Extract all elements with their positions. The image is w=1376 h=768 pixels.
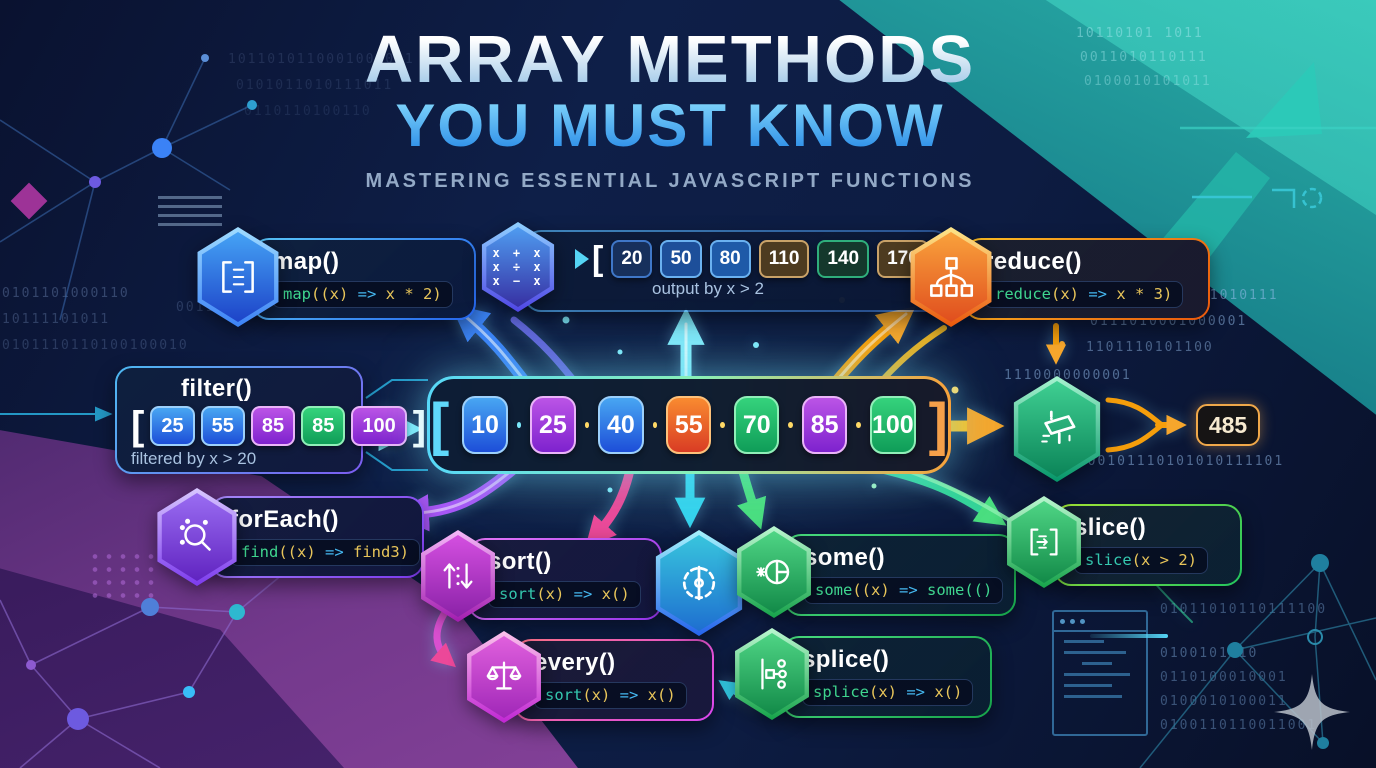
- dot-grid-pattern: [88, 550, 154, 602]
- close-bracket: ]: [412, 404, 427, 449]
- binary-text: 1101110101100: [1086, 340, 1214, 355]
- sort-code: sort(x) => x(): [488, 581, 641, 609]
- binary-text: 10110101 1011: [1076, 26, 1204, 41]
- result-value: 485: [1208, 411, 1248, 438]
- binary-text: 0100010101011: [1084, 74, 1212, 89]
- foreach-hexagon-icon: [152, 488, 242, 586]
- slice-title: slice(): [1074, 514, 1147, 541]
- splice-hexagon-icon: [730, 628, 814, 720]
- progress-bar: [1090, 634, 1168, 638]
- funnel-press-icon: [1018, 381, 1096, 477]
- line-stack-decoration: [158, 196, 222, 230]
- dashed-compass-icon: [660, 535, 738, 631]
- slice-hexagon-icon: [1002, 496, 1086, 588]
- filter-title: filter(): [181, 375, 253, 402]
- filter-value: 100: [351, 406, 407, 447]
- binary-text: 0100110110011001: [1160, 718, 1318, 733]
- map-card: map() map((x) => x * 2): [252, 238, 476, 320]
- filter-value: 85: [301, 406, 346, 447]
- open-bracket: [: [131, 404, 145, 449]
- some-hexagon-icon: [732, 526, 816, 618]
- foreach-code: find((x) => find3): [230, 539, 420, 567]
- some-title: some(): [804, 544, 886, 571]
- tree-diagram-icon: [914, 232, 988, 322]
- filter-value: 55: [200, 406, 245, 447]
- output-value: 50: [660, 240, 702, 278]
- array-value: 25: [530, 396, 576, 454]
- binary-text: 01011010110111100: [1160, 602, 1328, 617]
- result-badge: 485: [1196, 404, 1260, 446]
- magenta-diamond: [10, 182, 48, 220]
- main-title-line2: YOU MUST KNOW: [290, 95, 1050, 156]
- array-value: 100: [869, 396, 916, 454]
- some-card: some() some((x) => some((): [784, 534, 1016, 616]
- reduce-title: reduce(): [984, 248, 1082, 275]
- some-code: some((x) => some((): [804, 577, 1004, 605]
- splice-title: splice(): [802, 646, 890, 673]
- binary-text: 0011010110111: [1080, 50, 1208, 65]
- reduce-hexagon-icon: [905, 227, 997, 327]
- binary-text: 0101101000110: [2, 286, 130, 301]
- binary-text: 0100010100011: [1160, 694, 1288, 709]
- slice-code: slice(x > 2): [1074, 547, 1208, 575]
- binary-text: 0101110110100100010: [2, 338, 189, 353]
- brackets-slice-icon: [1011, 501, 1077, 583]
- filter-value: 85: [250, 406, 296, 447]
- output-value: 80: [709, 240, 751, 278]
- every-title: every(): [534, 649, 616, 676]
- array-value: 70: [734, 396, 780, 454]
- subtitle: MASTERING ESSENTIAL JAVASCRIPT FUNCTIONS: [365, 170, 975, 193]
- reduce-card: reduce() reduce(x) => x * 3): [964, 238, 1210, 320]
- compass-hexagon-icon: [650, 530, 748, 636]
- magnifier-icon: [161, 493, 233, 581]
- output-value: 20: [611, 240, 653, 278]
- open-bracket: [: [592, 240, 604, 278]
- array-value: 40: [598, 396, 644, 454]
- splice-card: splice() splice(x) => x(): [782, 636, 992, 718]
- splice-code: splice(x) => x(): [802, 679, 974, 707]
- close-bracket: ]: [928, 392, 948, 457]
- array-value: 10: [462, 396, 508, 454]
- git-branch-icon: [739, 633, 805, 715]
- window-dots-icon: [1054, 612, 1146, 632]
- filter-card: filter() [ 25 55 85 85 100 ] filtered by…: [115, 366, 426, 474]
- binary-text: 0100101010: [1160, 646, 1259, 661]
- document-window-icon: [1052, 610, 1148, 736]
- brackets-list-icon: [201, 232, 275, 322]
- sort-title: sort(): [488, 548, 552, 575]
- every-hexagon-icon: [462, 631, 546, 723]
- array-value: 55: [666, 396, 712, 454]
- map-hexagon-icon: [192, 227, 284, 327]
- map-title: map(): [272, 248, 340, 275]
- map-code: map((x) => x * 2): [272, 281, 453, 309]
- binary-text: 0110100010001: [1160, 670, 1288, 685]
- every-code: sort(x) => x(): [534, 682, 687, 710]
- reduce-code: reduce(x) => x * 3): [984, 281, 1184, 309]
- binary-text: 10111101011: [2, 312, 111, 327]
- main-array: [ 10 25 40 55 70 85 100 ]: [427, 376, 951, 474]
- sort-hexagon-icon: [416, 530, 500, 622]
- sparkle-star: [1274, 674, 1350, 750]
- output-value: 140: [817, 240, 870, 278]
- half-circle-icon: [741, 531, 807, 613]
- funnel-hexagon-icon: [1008, 376, 1106, 482]
- output-card: [ 20 50 80 110 140 170 200 ] output by x…: [524, 230, 1008, 312]
- sort-arrows-icon: [425, 535, 491, 617]
- foreach-card: forEach() find((x) => find3): [210, 496, 424, 578]
- title-block: ARRAY METHODS YOU MUST KNOW MASTERING ES…: [290, 26, 1050, 193]
- foreach-title: forEach(): [230, 506, 339, 533]
- output-caption: output by x > 2: [652, 279, 764, 298]
- array-value: 85: [802, 396, 848, 454]
- teal-arrow-head: [1246, 62, 1322, 138]
- output-value: 110: [758, 240, 810, 278]
- filter-value: 25: [150, 406, 195, 447]
- balance-scale-icon: [471, 636, 537, 718]
- open-bracket: [: [430, 392, 450, 457]
- main-title-line1: ARRAY METHODS: [290, 26, 1050, 93]
- filter-caption: filtered by x > 20: [131, 449, 257, 469]
